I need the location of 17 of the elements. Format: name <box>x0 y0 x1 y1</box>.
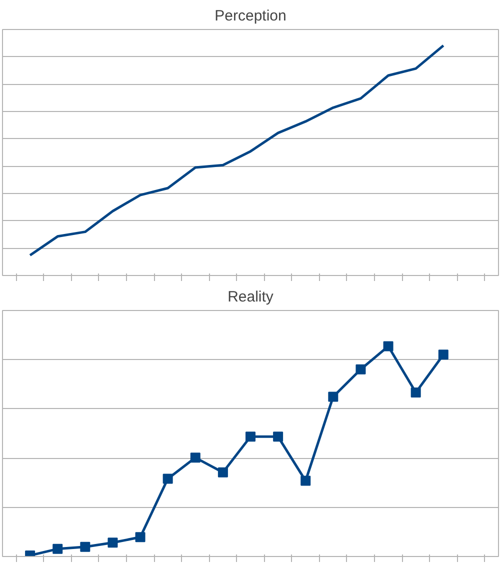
point <box>162 474 173 484</box>
point <box>135 532 146 542</box>
point <box>273 432 284 442</box>
chart-title: Reality <box>228 288 274 306</box>
point <box>80 542 90 552</box>
point <box>356 364 366 374</box>
point <box>190 452 200 463</box>
chart-title: Perception <box>214 8 286 24</box>
point <box>108 538 118 548</box>
point <box>328 392 338 402</box>
point <box>246 432 256 442</box>
point <box>218 467 228 478</box>
point <box>438 350 448 360</box>
point <box>300 476 311 486</box>
point <box>52 544 63 554</box>
point <box>383 341 394 352</box>
point <box>410 388 421 398</box>
